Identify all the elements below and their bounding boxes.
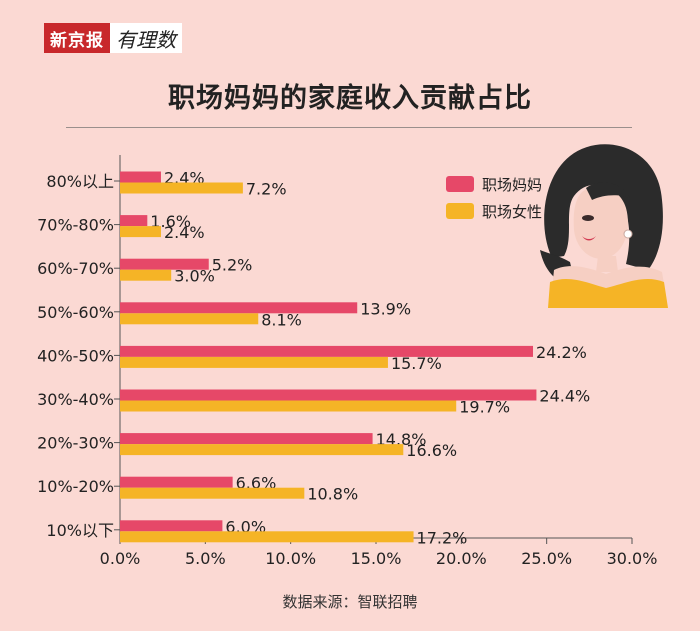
data-source: 数据来源：智联招聘	[282, 593, 418, 611]
category-label: 80%以上	[46, 172, 114, 191]
category-label: 20%-30%	[37, 434, 114, 453]
category-label: 40%-50%	[37, 346, 114, 365]
bar-mom	[120, 389, 537, 401]
x-tick-label: 10.0%	[265, 549, 316, 568]
bar-mom	[120, 345, 534, 357]
bar-women	[120, 356, 388, 368]
woman-illustration-icon	[540, 144, 668, 308]
category-label: 30%-40%	[37, 390, 114, 409]
data-label-women: 19.7%	[459, 398, 510, 417]
bar-mom	[120, 302, 358, 314]
bar-women	[120, 444, 404, 456]
data-label-women: 8.1%	[261, 310, 302, 329]
bar-women	[120, 269, 172, 281]
category-label: 10%-20%	[37, 477, 114, 496]
bar-women	[120, 400, 457, 412]
bar-mom	[120, 476, 233, 488]
bar-women	[120, 182, 243, 194]
data-label-women: 10.8%	[307, 485, 358, 504]
category-label: 10%以下	[46, 521, 114, 540]
chart-legend: 职场妈妈 职场女性	[446, 172, 542, 226]
title-divider	[66, 127, 632, 128]
data-label-mom: 5.2%	[212, 256, 253, 275]
data-label-mom: 24.4%	[539, 387, 590, 406]
legend-item-women: 职场女性	[446, 199, 542, 223]
data-label-women: 17.2%	[417, 528, 468, 547]
bar-mom	[120, 433, 373, 445]
category-label: 50%-60%	[37, 303, 114, 322]
bar-women	[120, 487, 305, 499]
brand-name: 新京报	[44, 23, 110, 53]
chart-title: 职场妈妈的家庭收入贡献占比	[168, 83, 532, 114]
bar-mom	[120, 171, 161, 183]
bar-mom	[120, 258, 209, 270]
x-tick-label: 5.0%	[185, 549, 226, 568]
data-label-women: 3.0%	[174, 267, 215, 286]
category-label: 70%-80%	[37, 216, 114, 235]
data-label-women: 2.4%	[164, 223, 205, 242]
bar-women	[120, 531, 414, 543]
category-label: 60%-70%	[37, 259, 114, 278]
legend-swatch-women	[446, 203, 474, 219]
legend-swatch-mom	[446, 176, 474, 192]
brand-column: 有理数	[110, 23, 182, 53]
x-tick-label: 25.0%	[521, 549, 572, 568]
x-tick-label: 15.0%	[351, 549, 402, 568]
x-tick-label: 20.0%	[436, 549, 487, 568]
legend-item-mom: 职场妈妈	[446, 172, 542, 196]
bar-mom	[120, 215, 148, 227]
data-label-mom: 24.2%	[536, 343, 587, 362]
data-label-women: 15.7%	[391, 354, 442, 373]
bar-women	[120, 226, 161, 238]
data-label-women: 7.2%	[246, 180, 287, 199]
bar-mom	[120, 520, 223, 532]
x-tick-label: 0.0%	[100, 549, 141, 568]
data-label-mom: 13.9%	[360, 299, 411, 318]
bar-women	[120, 313, 259, 325]
data-label-women: 16.6%	[406, 441, 457, 460]
x-tick-label: 30.0%	[607, 549, 658, 568]
brand-logo: 新京报 有理数	[44, 23, 182, 53]
legend-label-mom: 职场妈妈	[482, 175, 543, 194]
legend-label-women: 职场女性	[482, 202, 543, 221]
